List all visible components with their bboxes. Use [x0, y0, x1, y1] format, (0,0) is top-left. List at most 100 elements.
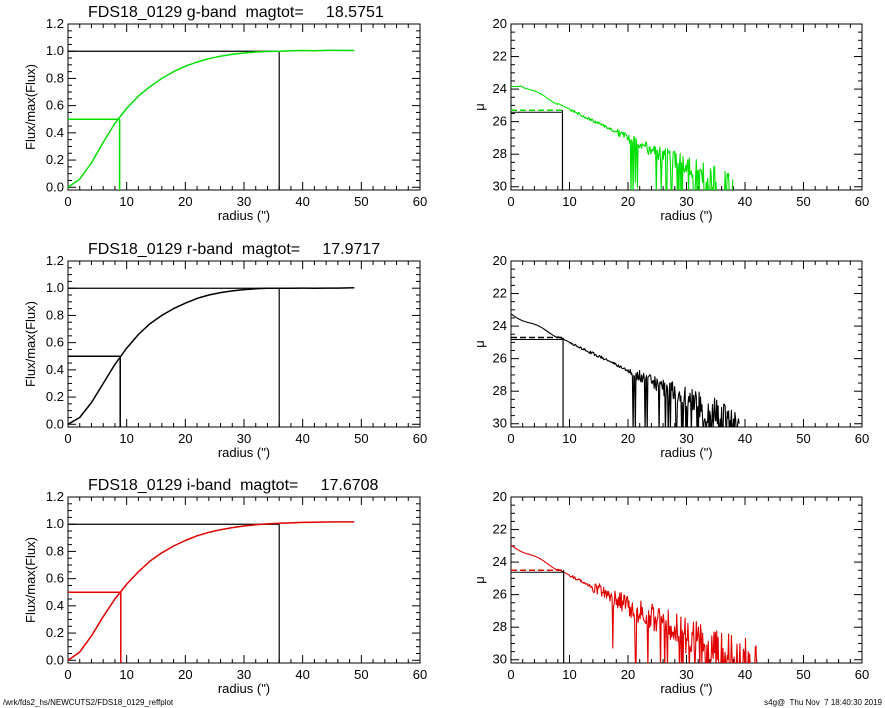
y-tick-label: 0.0 [46, 652, 64, 667]
y-tick-label: 28 [493, 383, 507, 398]
y-tick-label: 1.2 [46, 253, 64, 268]
y-tick-label: 30 [493, 416, 507, 431]
x-tick-label: 20 [178, 667, 192, 682]
y-tick-label: 1.0 [46, 43, 64, 58]
x-tick-label: 50 [796, 667, 810, 682]
x-tick-label: 0 [64, 431, 71, 446]
y-tick-label: 22 [493, 522, 507, 537]
y-tick-label: 26 [493, 587, 507, 602]
x-tick-label: 60 [413, 667, 427, 682]
y-tick-label: 30 [493, 179, 507, 194]
y-tick-label: 0.0 [46, 416, 64, 431]
y-axis-label: Flux/max(Flux) [23, 301, 38, 387]
growth-curve-series [67, 49, 355, 188]
panel-title: FDS18_0129 g-band magtot= 18.5751 [88, 4, 384, 21]
x-tick-label: 40 [738, 431, 752, 446]
y-tick-label: 20 [493, 489, 507, 504]
growth-curve-series [67, 521, 355, 661]
panel-g-growth-curve: FDS18_0129 g-band magtot= 18.5751 0 10 20 30… [23, 4, 427, 223]
x-tick-label: 0 [64, 667, 71, 682]
x-tick-label: 20 [178, 194, 192, 209]
y-tick-label: 22 [493, 286, 507, 301]
x-tick-label: 30 [237, 194, 251, 209]
x-tick-label: 40 [738, 194, 752, 209]
x-tick-label: 40 [295, 194, 309, 209]
x-tick-label: 0 [507, 667, 514, 682]
y-tick-label: 20 [493, 16, 507, 31]
x-tick-label: 30 [237, 431, 251, 446]
y-axis-label: μ [472, 576, 487, 584]
footer-timestamp-label: s4g@ Thu Nov 7 18:40:30 2019 [764, 698, 882, 707]
y-tick-label: 24 [493, 81, 507, 96]
y-tick-label: 0.8 [46, 307, 64, 322]
y-tick-label: 1.0 [46, 280, 64, 295]
y-tick-label: 24 [493, 554, 507, 569]
x-tick-label: 60 [855, 431, 869, 446]
panel-r-growth-curve: FDS18_0129 r-band magtot= 17.9717 0 10 20 30… [23, 241, 427, 460]
y-axis-label: μ [472, 340, 487, 348]
y-tick-label: 0.0 [46, 179, 64, 194]
y-tick-label: 22 [493, 49, 507, 64]
x-tick-label: 10 [119, 431, 133, 446]
y-tick-label: 0.6 [46, 335, 64, 350]
x-tick-label: 20 [621, 667, 635, 682]
x-tick-label: 50 [354, 431, 368, 446]
x-tick-label: 60 [413, 431, 427, 446]
growth-curve-series [67, 287, 355, 425]
y-tick-label: 30 [493, 652, 507, 667]
x-tick-label: 40 [295, 431, 309, 446]
surface-brightness-series [511, 85, 734, 190]
panel-title: FDS18_0129 r-band magtot= 17.9717 [88, 241, 380, 258]
y-tick-label: 0.4 [46, 125, 64, 140]
y-tick-label: 0.4 [46, 362, 64, 377]
x-tick-label: 30 [679, 431, 693, 446]
x-axis-label: radius (") [218, 681, 270, 696]
y-tick-label: 1.0 [46, 516, 64, 531]
x-tick-label: 10 [562, 431, 576, 446]
plot-frame [67, 23, 421, 191]
x-tick-label: 0 [64, 194, 71, 209]
x-axis-label: radius (") [660, 208, 712, 223]
y-tick-label: 26 [493, 351, 507, 366]
panel-title: FDS18_0129 i-band magtot= 17.6708 [88, 477, 379, 494]
x-tick-label: 60 [855, 194, 869, 209]
y-axis-label: μ [472, 103, 487, 111]
x-tick-label: 10 [119, 194, 133, 209]
y-tick-label: 28 [493, 146, 507, 161]
y-tick-label: 26 [493, 114, 507, 129]
x-tick-label: 60 [413, 194, 427, 209]
x-axis-label: radius (") [660, 445, 712, 460]
y-tick-label: 0.8 [46, 70, 64, 85]
y-tick-label: 20 [493, 253, 507, 268]
x-tick-label: 20 [178, 431, 192, 446]
y-tick-label: 0.6 [46, 98, 64, 113]
x-tick-label: 0 [507, 431, 514, 446]
y-tick-label: 0.2 [46, 389, 64, 404]
x-tick-label: 40 [738, 667, 752, 682]
footer-path-label: /wrk/fds2_hs/NEWCUTS2/FDS18_0129_reffplo… [3, 698, 174, 707]
x-tick-label: 30 [679, 194, 693, 209]
x-tick-label: 50 [796, 431, 810, 446]
x-axis-label: radius (") [218, 445, 270, 460]
x-tick-label: 10 [562, 667, 576, 682]
surface-brightness-series [511, 544, 758, 663]
y-axis-label: Flux/max(Flux) [23, 537, 38, 623]
x-tick-label: 20 [621, 431, 635, 446]
y-axis-label: Flux/max(Flux) [23, 64, 38, 150]
y-tick-label: 0.2 [46, 625, 64, 640]
x-tick-label: 30 [679, 667, 693, 682]
x-tick-label: 60 [855, 667, 869, 682]
y-tick-label: 0.4 [46, 598, 64, 613]
y-tick-label: 0.2 [46, 152, 64, 167]
y-tick-label: 0.6 [46, 571, 64, 586]
x-tick-label: 30 [237, 667, 251, 682]
x-axis-label: radius (") [660, 681, 712, 696]
y-tick-label: 1.2 [46, 489, 64, 504]
x-tick-label: 40 [295, 667, 309, 682]
x-tick-label: 50 [796, 194, 810, 209]
